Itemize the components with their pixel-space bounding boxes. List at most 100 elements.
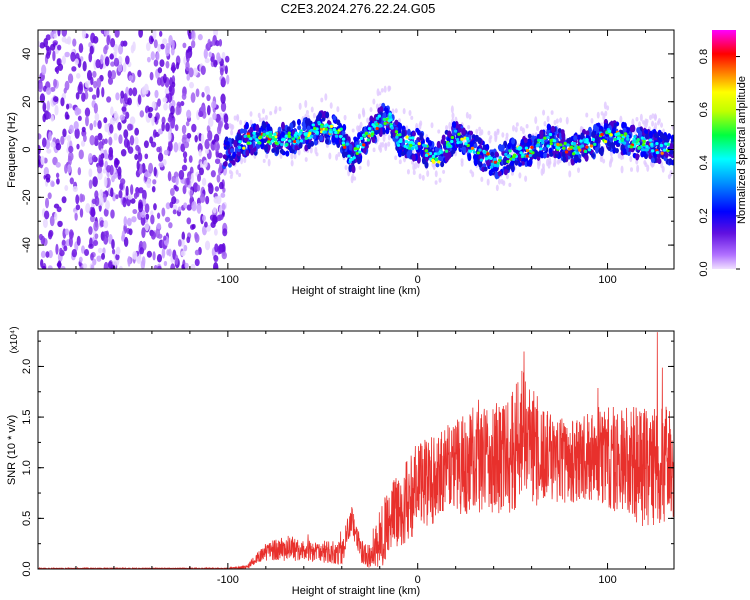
spectrogram-halo-cell <box>314 146 318 155</box>
spectrogram-noise-cell <box>143 83 149 95</box>
spectrogram-halo-cell <box>257 112 261 119</box>
spectrogram-noise-cell <box>194 233 200 243</box>
spectrogram-noise-cell <box>104 44 109 51</box>
spectrogram-noise-cell <box>68 124 74 134</box>
spectrogram-ridge-cell <box>382 111 387 120</box>
spectrogram-noise-cell <box>77 115 82 122</box>
spectrogram-noise-cell <box>69 231 74 237</box>
spectrogram-peak-cell <box>352 156 356 160</box>
snr-ytick-label: 0.0 <box>21 561 33 576</box>
spectrogram-ridge-cell <box>400 151 405 157</box>
spectrogram-noise-cell <box>165 202 171 210</box>
spectrogram-peak-cell <box>238 140 242 144</box>
spectrogram-noise-cell <box>89 134 95 146</box>
spectrogram-ridge-cell <box>594 145 599 154</box>
spectrogram-noise-cell <box>103 230 109 237</box>
spectrogram-noise-cell <box>131 216 137 223</box>
spectrogram-peak-cell <box>483 150 487 155</box>
spectrogram-ridge-cell <box>428 140 433 147</box>
spectrogram-peak-cell <box>563 141 567 146</box>
spectrogram-peak-cell <box>607 129 612 134</box>
spectrogram-peak-cell <box>489 156 493 160</box>
snr-ytick-label: 2.0 <box>21 359 33 374</box>
spectrogram-noise-cell <box>88 168 93 178</box>
spectrogram-halo-cell <box>394 108 398 114</box>
spectrogram-ridge-cell <box>606 140 611 147</box>
spectrogram-noise-cell <box>212 206 217 214</box>
spectrogram-noise-cell <box>156 77 162 86</box>
spectrogram-noise-cell <box>41 265 47 269</box>
spectrogram-peak-cell <box>284 134 288 138</box>
spectrogram-halo-cell <box>657 118 661 124</box>
spectrogram-noise-cell <box>189 166 194 175</box>
spectrogram-ridge-cell <box>297 125 302 131</box>
spectrogram-noise-cell <box>163 260 168 267</box>
spectrogram-noise-cell <box>78 43 84 54</box>
spectrogram-ridge-cell <box>285 150 290 157</box>
spectrogram-halo-cell <box>337 151 341 157</box>
spectrogram-noise-cell <box>50 43 56 51</box>
spectrogram-noise-cell <box>150 231 156 240</box>
spectrogram-halo-cell <box>305 110 309 115</box>
spectrogram-noise-cell <box>182 185 187 195</box>
spectrogram-ridge-cell <box>227 162 232 168</box>
spectrogram-ridge-cell <box>244 137 249 143</box>
spectrogram-halo-cell <box>480 129 484 136</box>
spectrogram-halo-cell <box>651 113 655 119</box>
spectrogram-noise-cell <box>120 40 125 47</box>
spectrogram-noise-cell <box>65 103 70 110</box>
spectrogram-noise-cell <box>200 133 205 145</box>
spectrogram-noise-cell <box>189 81 195 89</box>
spectrogram-noise-cell <box>178 169 185 180</box>
spectrogram-ridge-cell <box>435 162 440 168</box>
spectrogram-noise-cell <box>221 202 226 212</box>
spectrogram-peak-cell <box>603 140 608 144</box>
spectrogram-ridge-cell <box>286 126 291 133</box>
spectrogram-noise-cell <box>97 120 102 130</box>
spectrogram-ridge-cell <box>497 170 502 177</box>
spectrogram-halo-cell <box>577 167 581 173</box>
spectrogram-noise-cell <box>50 86 56 92</box>
spectrogram-noise-cell <box>80 140 86 147</box>
spectrogram-noise-cell <box>115 253 120 261</box>
spectrogram-peak-cell <box>548 132 553 137</box>
spectrogram-halo-cell <box>636 164 640 173</box>
spectrogram-halo-cell <box>469 169 473 174</box>
spectrogram-noise-cell <box>127 194 133 200</box>
spectrogram-ridge-cell <box>222 154 227 160</box>
spectrogram-noise-cell <box>92 80 98 89</box>
spectrogram-noise-cell <box>110 61 115 67</box>
spectrogram-ridge-cell <box>636 127 641 134</box>
spectrogram-peak-cell <box>517 147 522 151</box>
spectrogram-ridge-cell <box>667 133 672 140</box>
spectrogram-peak-cell <box>436 152 441 156</box>
spectrogram-noise-cell <box>213 228 218 236</box>
spectrogram-halo-cell <box>402 108 406 115</box>
spectrogram-peak-cell <box>388 112 392 116</box>
spectrogram-peak-cell <box>271 139 275 143</box>
spectrogram-peak-cell <box>342 145 347 149</box>
spectrogram-ridge-cell <box>526 160 531 167</box>
spectrogram-peak-cell <box>585 138 589 142</box>
spectrogram-halo-cell <box>649 114 653 121</box>
spectrogram-peak-cell <box>465 137 470 141</box>
spectrogram-peak-cell <box>642 139 646 144</box>
spectrogram-noise-cell <box>159 43 165 50</box>
spectrogram-peak-cell <box>332 127 337 132</box>
spectrogram-noise-cell <box>48 250 53 259</box>
spectrogram-halo-cell <box>465 111 469 119</box>
spectrogram-noise-cell <box>110 187 114 198</box>
spectrogram-noise-cell <box>94 190 99 200</box>
spectrogram-peak-cell <box>378 124 382 128</box>
spectrogram-noise-cell <box>183 141 190 149</box>
spectrogram-ridge-cell <box>670 134 674 142</box>
spectrogram-ridge-cell <box>469 130 474 136</box>
spectrogram-halo-cell <box>376 88 380 97</box>
spectrogram-noise-cell <box>63 245 68 252</box>
spectrogram-halo-cell <box>555 118 559 124</box>
spectrogram-noise-cell <box>101 252 106 260</box>
spectrogram-halo-cell <box>412 163 416 171</box>
spectrogram-noise-cell <box>117 63 123 73</box>
spectrogram-noise-cell <box>224 122 230 130</box>
